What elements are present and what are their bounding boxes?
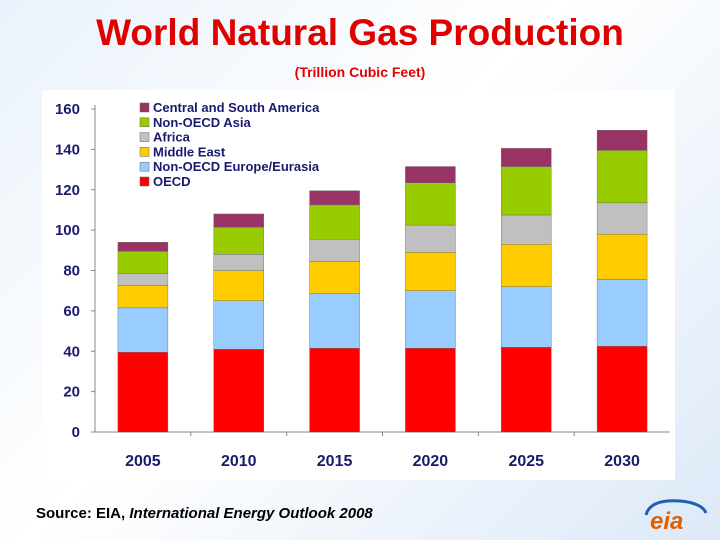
bar-segment-oecd-2030 <box>596 346 648 433</box>
bar-segment-non-oecd-asia-2025 <box>501 166 552 216</box>
y-tick-label: 40 <box>63 343 80 360</box>
bar-segment-central-and-south-america-2025 <box>501 148 552 167</box>
bar-segment-central-and-south-america-2005 <box>117 242 169 252</box>
y-tick-label: 0 <box>72 424 80 441</box>
chart-title: World Natural Gas Production <box>96 12 624 53</box>
bar-segment-africa-2030 <box>596 202 648 235</box>
bar-segment-middle-east-2010 <box>213 270 264 301</box>
y-tick-label: 120 <box>55 182 80 199</box>
bar-segment-non-oecd-europe-eurasia-2025 <box>501 286 552 348</box>
bar-segment-africa-2020 <box>405 224 456 253</box>
bar-segment-non-oecd-europe-eurasia-2005 <box>117 307 169 353</box>
bar-segment-central-and-south-america-2015 <box>309 190 360 206</box>
bar-segment-oecd-2025 <box>501 347 552 433</box>
eia-logo: eia <box>644 499 708 535</box>
legend-label: Africa <box>153 130 191 145</box>
x-tick-label: 2005 <box>125 453 161 470</box>
bar-segment-middle-east-2005 <box>117 285 169 309</box>
bar-segment-non-oecd-europe-eurasia-2020 <box>405 290 456 349</box>
bar-segment-oecd-2010 <box>213 349 264 433</box>
bar-segment-central-and-south-america-2030 <box>596 129 648 151</box>
bar-segment-non-oecd-asia-2020 <box>405 182 456 226</box>
bar-segment-africa-2025 <box>501 214 552 245</box>
x-tick-label: 2030 <box>604 453 640 470</box>
bar-segment-africa-2015 <box>309 239 360 262</box>
bar-segment-middle-east-2015 <box>309 261 360 294</box>
x-tick-label: 2015 <box>317 453 353 470</box>
bar-segment-africa-2010 <box>213 254 264 271</box>
bar-segment-non-oecd-europe-eurasia-2015 <box>309 293 360 349</box>
legend-swatch <box>139 117 150 128</box>
bar-segment-non-oecd-europe-eurasia-2010 <box>213 300 264 350</box>
x-tick-label: 2020 <box>413 453 449 470</box>
source-publication: International Energy Outlook 2008 <box>129 505 373 522</box>
x-tick-label: 2010 <box>221 453 257 470</box>
legend-label: Non-OECD Asia <box>153 115 252 130</box>
source-prefix: Source: EIA, <box>36 505 130 522</box>
chart-subtitle: (Trillion Cubic Feet) <box>294 64 426 80</box>
x-tick-label: 2025 <box>508 453 544 470</box>
bar-segment-central-and-south-america-2010 <box>213 213 264 228</box>
bar-segment-middle-east-2025 <box>501 244 552 287</box>
y-tick-label: 60 <box>63 303 80 320</box>
bar-segment-non-oecd-europe-eurasia-2030 <box>596 279 648 347</box>
legend-label: Middle East <box>153 144 226 159</box>
legend-swatch <box>139 132 150 142</box>
legend-swatch <box>139 147 150 157</box>
source-note: Source: EIA, International Energy Outloo… <box>36 505 373 522</box>
bar-segment-central-and-south-america-2020 <box>405 166 456 183</box>
bar-segment-non-oecd-asia-2030 <box>596 150 648 204</box>
bar-segment-oecd-2020 <box>405 348 456 433</box>
svg-text:eia: eia <box>650 508 683 535</box>
y-tick-label: 100 <box>55 222 80 239</box>
bar-segment-middle-east-2030 <box>596 233 648 280</box>
bar-segment-non-oecd-asia-2005 <box>117 251 169 274</box>
legend-swatch <box>139 161 150 172</box>
y-tick-label: 80 <box>63 263 80 280</box>
y-tick-label: 160 <box>55 101 80 118</box>
legend-label: Non-OECD Europe/Eurasia <box>153 159 320 174</box>
bar-segment-non-oecd-asia-2015 <box>309 204 360 240</box>
legend-swatch <box>139 176 150 187</box>
y-tick-label: 140 <box>55 141 80 158</box>
y-tick-label: 20 <box>63 384 80 401</box>
bar-segment-oecd-2015 <box>309 348 360 433</box>
bar-segment-africa-2005 <box>117 273 169 286</box>
bar-segment-non-oecd-asia-2010 <box>213 226 264 255</box>
bar-segment-oecd-2005 <box>117 352 169 433</box>
legend-swatch <box>139 102 150 113</box>
legend-label: Central and South America <box>153 100 320 115</box>
bar-segment-middle-east-2020 <box>405 252 456 291</box>
legend-label: OECD <box>153 174 191 189</box>
